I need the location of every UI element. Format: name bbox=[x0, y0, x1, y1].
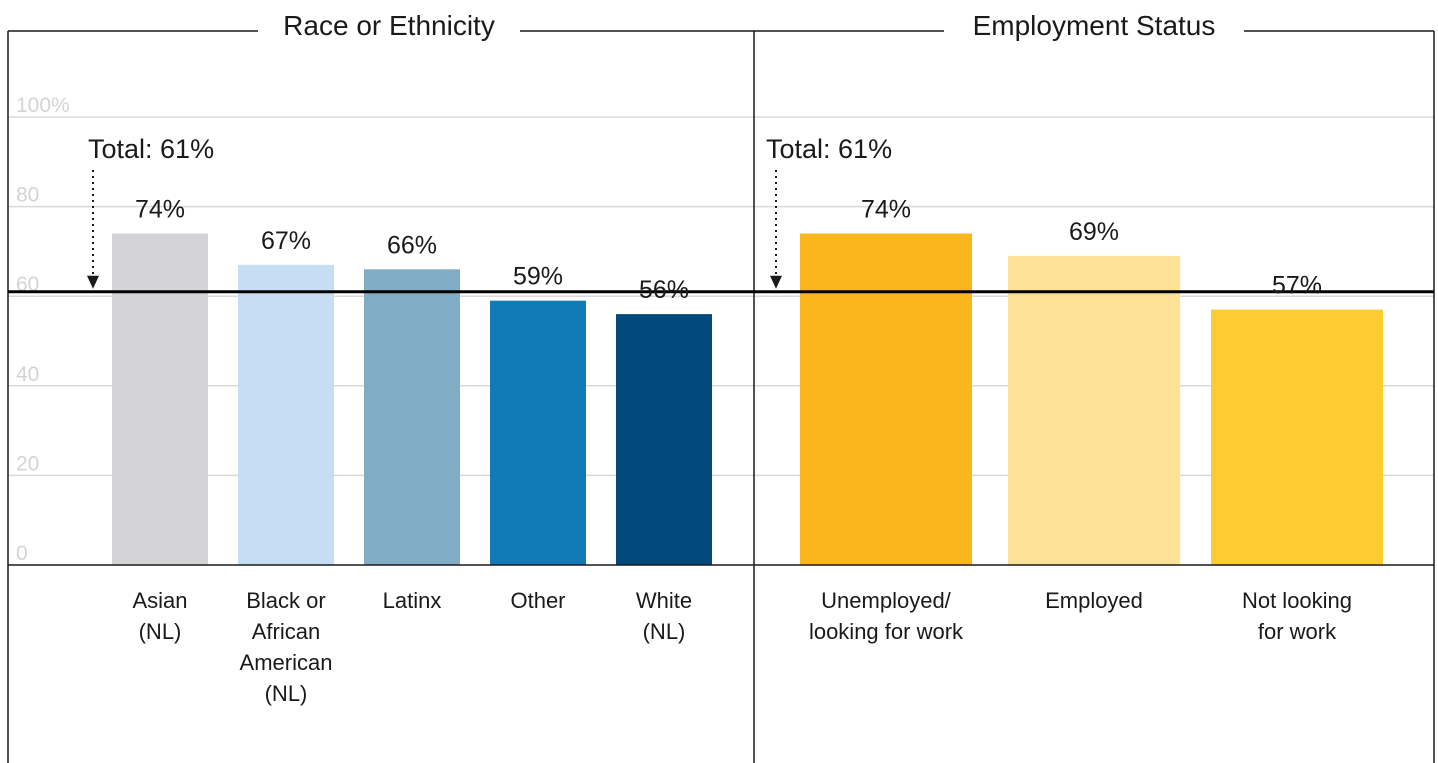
category-label: (NL) bbox=[139, 619, 182, 644]
category-label: Latinx bbox=[383, 588, 442, 613]
category-label: looking for work bbox=[809, 619, 964, 644]
arrow-head-icon bbox=[87, 275, 99, 289]
data-label: 74% bbox=[135, 195, 185, 223]
data-label: 56% bbox=[639, 276, 689, 304]
total-label: Total: 61% bbox=[766, 134, 892, 164]
data-label: 69% bbox=[1069, 218, 1119, 246]
bars bbox=[112, 233, 1383, 566]
category-label: African bbox=[252, 619, 320, 644]
bar bbox=[490, 300, 586, 565]
bar bbox=[112, 233, 208, 566]
category-label: Asian bbox=[132, 588, 187, 613]
data-label: 67% bbox=[261, 227, 311, 255]
panel-frame bbox=[7, 30, 1435, 763]
category-label: (NL) bbox=[643, 619, 686, 644]
bar bbox=[1211, 309, 1383, 565]
total-label: Total: 61% bbox=[88, 134, 214, 164]
data-label: 59% bbox=[513, 263, 563, 291]
y-tick-label: 100% bbox=[16, 94, 70, 117]
panel-title: Race or Ethnicity bbox=[283, 10, 495, 41]
y-tick-label: 0 bbox=[16, 542, 28, 565]
bar bbox=[1008, 255, 1180, 565]
data-label: 74% bbox=[861, 195, 911, 223]
y-tick-label: 40 bbox=[16, 363, 39, 386]
panel-title: Employment Status bbox=[973, 10, 1216, 41]
category-label: Not looking bbox=[1242, 588, 1352, 613]
y-tick-label: 20 bbox=[16, 452, 39, 475]
category-label: White bbox=[636, 588, 692, 613]
arrow-head-icon bbox=[770, 275, 782, 289]
bar bbox=[238, 264, 334, 565]
bar bbox=[364, 269, 460, 565]
y-tick-label: 80 bbox=[16, 184, 39, 207]
labels: Race or Ethnicity 74% Asian (NL) 67% Black or… bbox=[88, 10, 1352, 706]
category-label: American bbox=[240, 650, 333, 675]
data-label: 66% bbox=[387, 231, 437, 259]
category-label: Other bbox=[510, 588, 565, 613]
category-label: Employed bbox=[1045, 588, 1143, 613]
data-label: 57% bbox=[1272, 272, 1322, 300]
bar bbox=[616, 314, 712, 565]
category-label: for work bbox=[1258, 619, 1337, 644]
reference-line bbox=[8, 170, 1434, 294]
category-label: (NL) bbox=[265, 681, 308, 706]
bar bbox=[800, 233, 972, 566]
category-label: Black or bbox=[246, 588, 325, 613]
category-label: Unemployed/ bbox=[821, 588, 952, 613]
